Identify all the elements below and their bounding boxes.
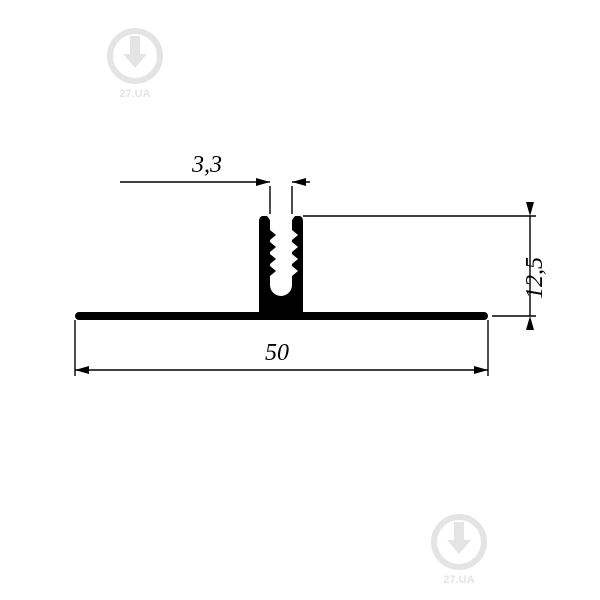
dim-h-label: 12,5 [522, 257, 548, 299]
watermark-text: 27.UA [119, 88, 150, 100]
watermark-text: 27.UA [443, 574, 474, 586]
dim-base-label: 50 [265, 340, 289, 366]
dim-slot-label: 3,3 [191, 152, 222, 178]
